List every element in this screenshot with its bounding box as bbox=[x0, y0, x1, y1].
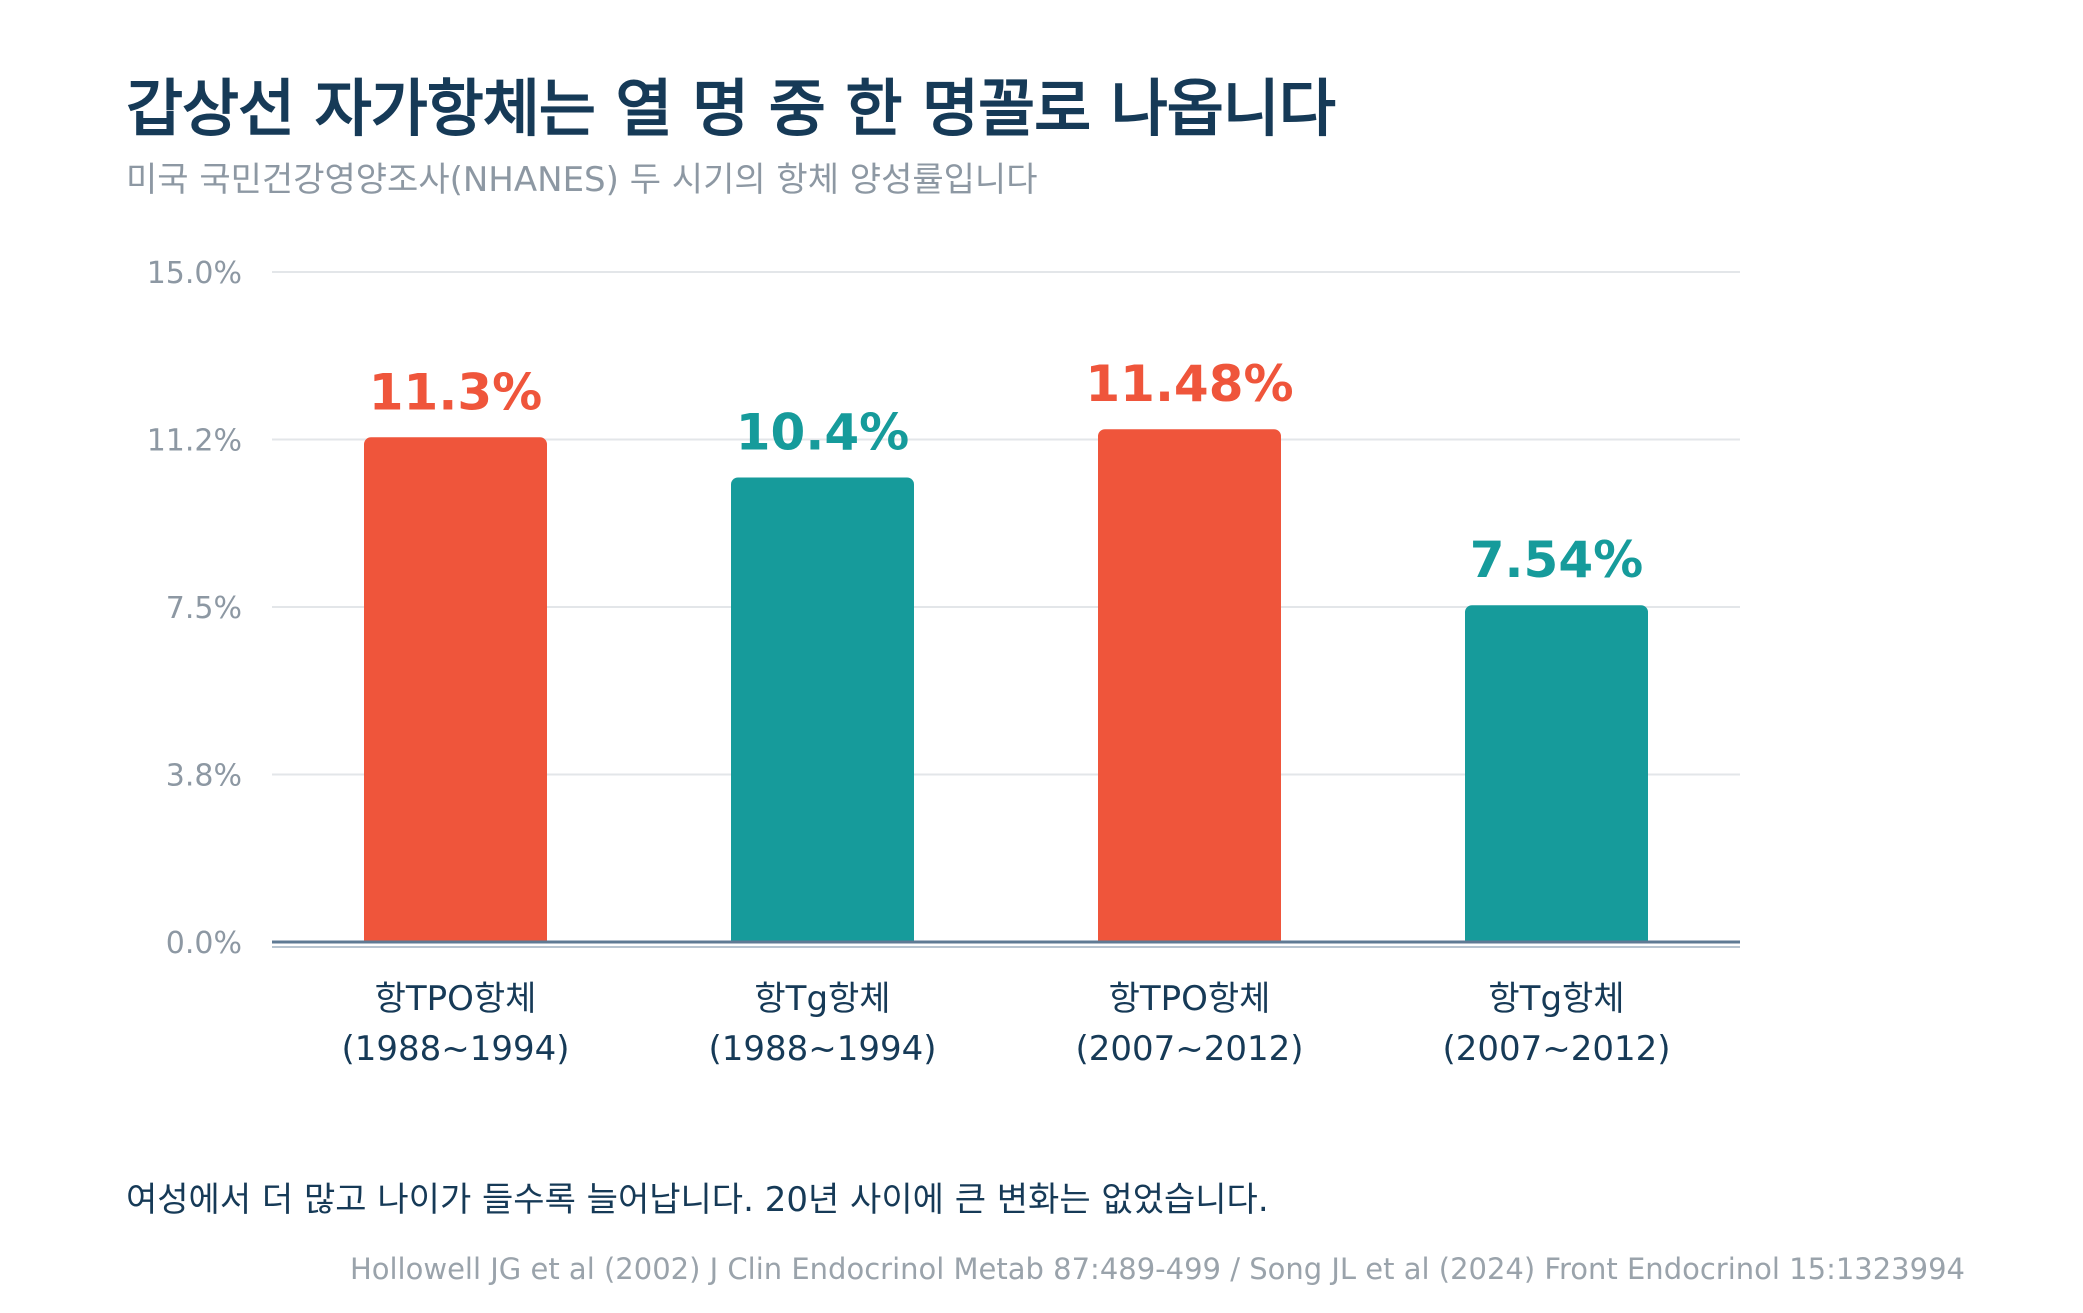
data-label: 11.3% bbox=[369, 363, 542, 421]
data-label: 11.48% bbox=[1085, 355, 1293, 413]
x-tick-label: 항Tg항체 bbox=[1488, 979, 1624, 1019]
bar bbox=[731, 477, 914, 942]
chart-title: 갑상선 자가항체는 열 명 중 한 명꼴로 나옵니다 bbox=[126, 72, 1336, 145]
data-label: 10.4% bbox=[736, 403, 909, 461]
chart-subtitle: 미국 국민건강영양조사(NHANES) 두 시기의 항체 양성률입니다 bbox=[126, 160, 1038, 200]
x-tick-label: (1988~1994) bbox=[708, 1029, 936, 1069]
x-tick-label: (2007~2012) bbox=[1075, 1029, 1303, 1069]
bar-base bbox=[1465, 932, 1648, 942]
bar-base bbox=[731, 932, 914, 942]
footnote: 여성에서 더 많고 나이가 들수록 늘어납니다. 20년 사이에 큰 변화는 없… bbox=[126, 1180, 1269, 1220]
x-tick-label: 항TPO항체 bbox=[1109, 979, 1271, 1019]
x-tick-label: (2007~2012) bbox=[1442, 1029, 1670, 1069]
y-tick-label: 0.0% bbox=[166, 926, 242, 961]
bar bbox=[364, 437, 547, 942]
y-tick-label: 3.8% bbox=[166, 759, 242, 794]
x-tick-label: 항Tg항체 bbox=[754, 979, 890, 1019]
bar-base bbox=[1098, 932, 1281, 942]
x-tick-label: 항TPO항체 bbox=[375, 979, 537, 1019]
bar-base bbox=[364, 932, 547, 942]
bar bbox=[1465, 605, 1648, 942]
y-tick-label: 15.0% bbox=[147, 256, 242, 291]
source-citation: Hollowell JG et al (2002) J Clin Endocri… bbox=[349, 1252, 1965, 1286]
data-label: 7.54% bbox=[1470, 531, 1643, 589]
y-tick-label: 7.5% bbox=[166, 591, 242, 626]
y-tick-label: 11.2% bbox=[147, 424, 242, 459]
bar bbox=[1098, 429, 1281, 942]
x-tick-label: (1988~1994) bbox=[341, 1029, 569, 1069]
